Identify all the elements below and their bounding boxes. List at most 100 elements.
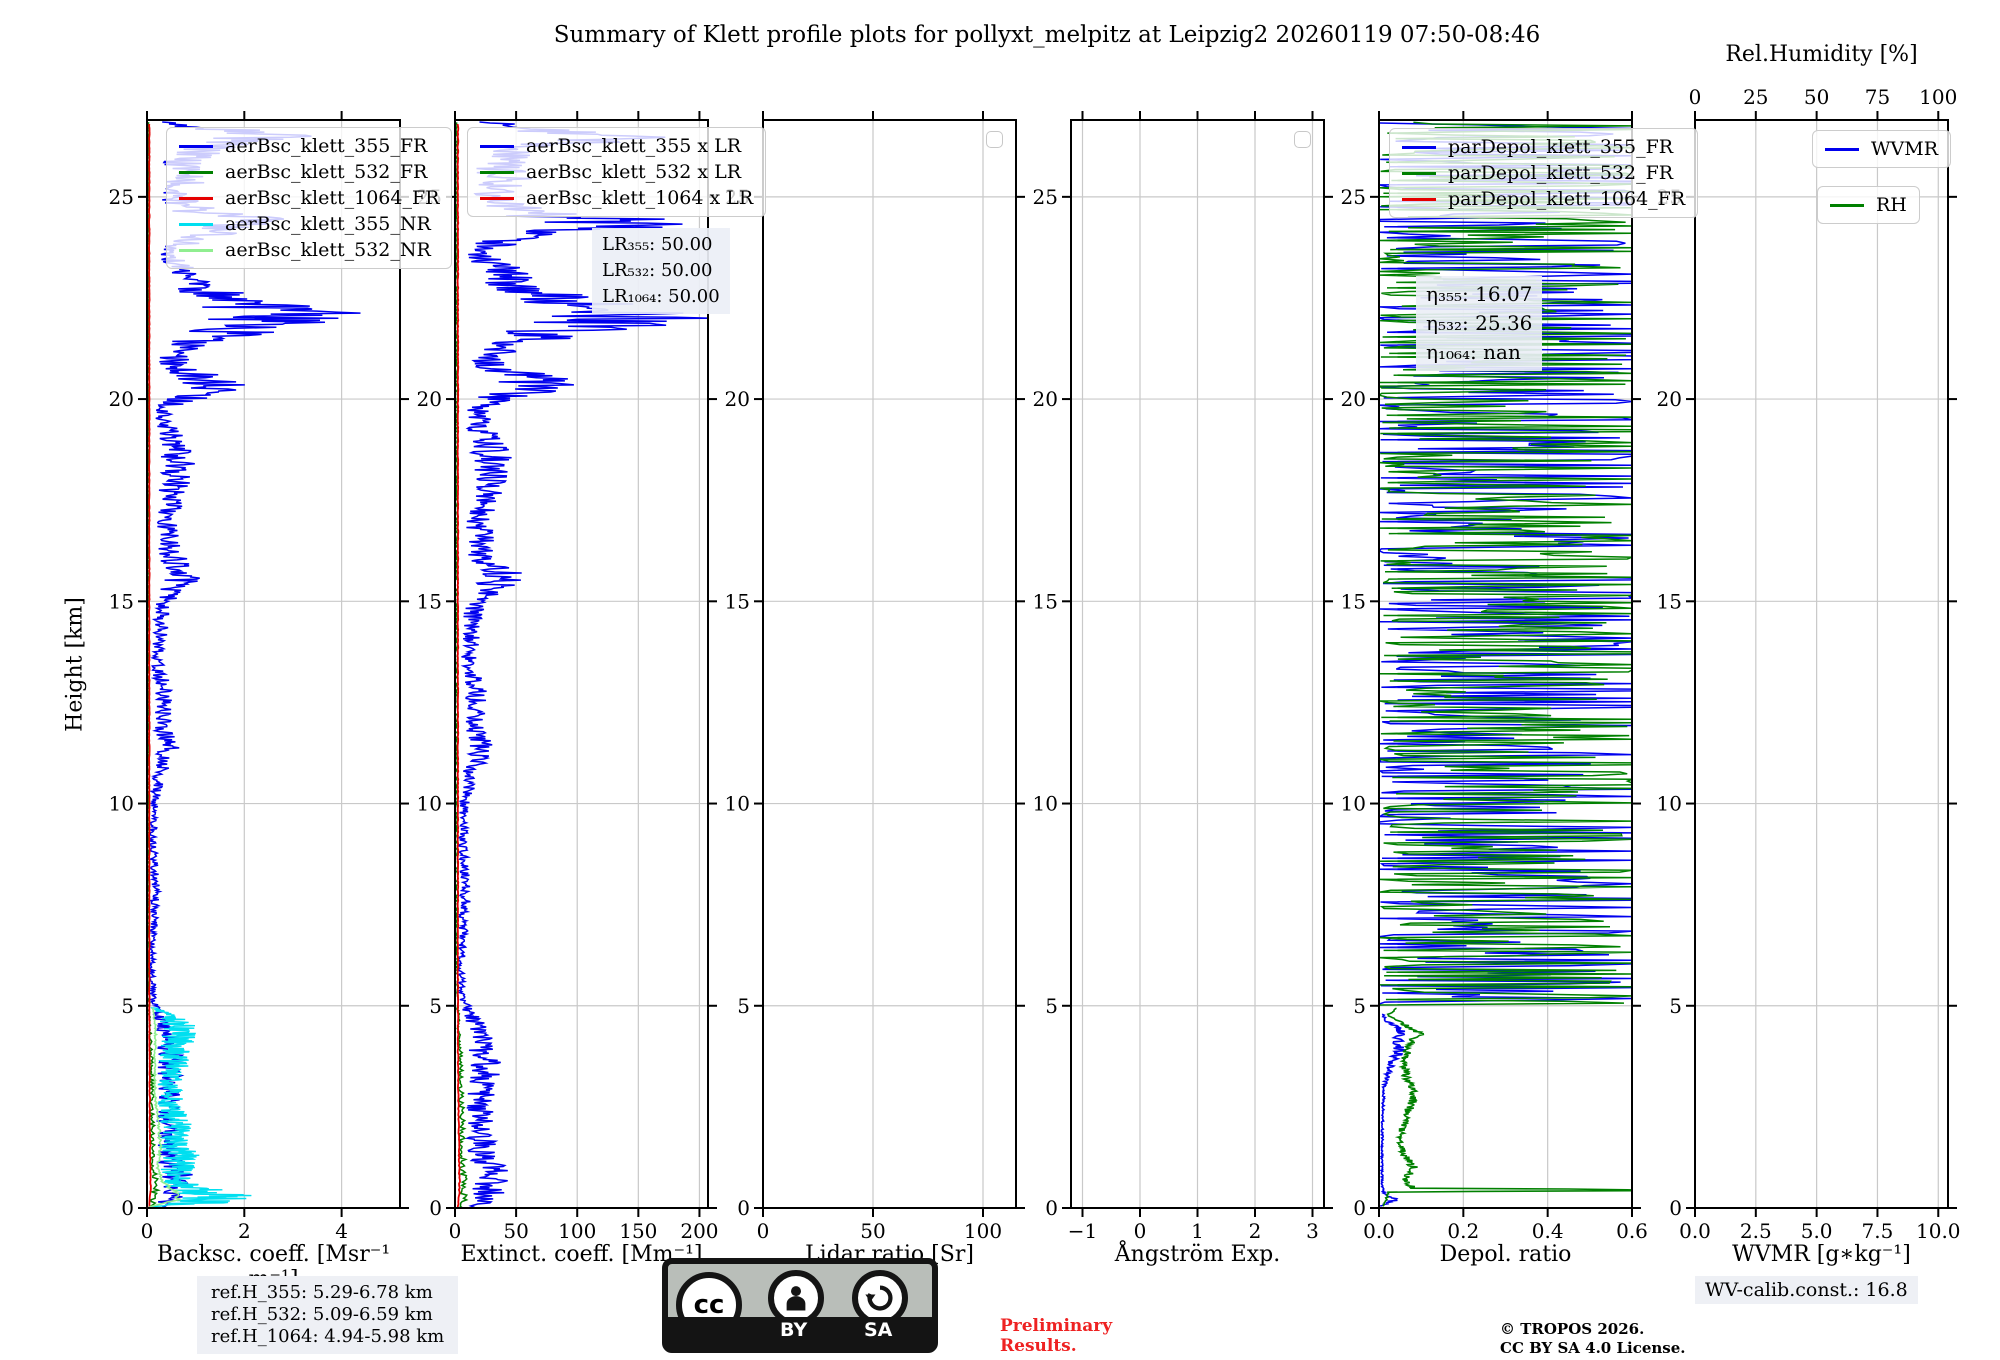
sa-text: SA (864, 1319, 893, 1341)
copyright-note: © TROPOS 2026. CC BY SA 4.0 License. (1500, 1320, 1686, 1358)
legend-label: parDepol_klett_532_FR (1448, 162, 1674, 184)
annotation-line: η₅₃₂: 25.36 (1426, 311, 1533, 335)
legend-line-swatch (179, 196, 213, 200)
svg-text:50: 50 (860, 1219, 885, 1243)
svg-text:2.5: 2.5 (1740, 1219, 1772, 1243)
svg-text:5: 5 (1353, 994, 1366, 1018)
svg-text:0: 0 (429, 1196, 442, 1220)
ref-height-line: ref.H_1064: 4.94-5.98 km (211, 1325, 445, 1347)
legend-entry: aerBsc_klett_355_NR (179, 211, 439, 237)
ref-height-line: ref.H_532: 5.09-6.59 km (211, 1303, 433, 1325)
legend-label: WVMR (1871, 138, 1939, 160)
svg-text:0: 0 (757, 1219, 770, 1243)
svg-text:2: 2 (1249, 1219, 1262, 1243)
svg-text:25: 25 (1341, 185, 1366, 209)
svg-text:15: 15 (725, 589, 750, 613)
legend-label: aerBsc_klett_1064 x LR (526, 187, 754, 209)
legend-label: aerBsc_klett_355_NR (225, 213, 431, 235)
legend-label: aerBsc_klett_532_FR (225, 161, 428, 183)
cc-by-sa-badge: cc BY SA (662, 1258, 938, 1353)
legend-entry: parDepol_klett_532_FR (1402, 160, 1685, 186)
svg-text:5: 5 (429, 994, 442, 1018)
svg-text:5: 5 (1669, 994, 1682, 1018)
xlabel-angstroem: Ångström Exp. (1114, 1242, 1281, 1267)
svg-text:15: 15 (1033, 589, 1058, 613)
page-title: Summary of Klett profile plots for polly… (553, 22, 1541, 48)
legend-label: aerBsc_klett_532 x LR (526, 161, 742, 183)
svg-text:20: 20 (1341, 387, 1366, 411)
legend-entry: aerBsc_klett_1064_FR (179, 185, 439, 211)
legend-rh: RH (1817, 186, 1920, 224)
svg-text:5: 5 (1045, 994, 1058, 1018)
preliminary-results-note: Preliminary Results. (1000, 1316, 1113, 1356)
legend-entry: parDepol_klett_1064_FR (1402, 186, 1685, 212)
svg-text:20: 20 (1657, 387, 1682, 411)
svg-text:0: 0 (1045, 1196, 1058, 1220)
legend-backscatter: aerBsc_klett_355_FR aerBsc_klett_532_FR … (166, 127, 453, 269)
svg-text:25: 25 (109, 185, 134, 209)
top-axis-label-rel-humidity: Rel.Humidity [%] (1725, 42, 1918, 67)
svg-text:15: 15 (417, 589, 442, 613)
svg-text:0.6: 0.6 (1616, 1219, 1648, 1243)
legend-line-swatch (480, 196, 514, 200)
annotation-line: LR₁₀₆₄: 50.00 (602, 286, 720, 308)
svg-text:150: 150 (619, 1219, 657, 1243)
legend-label: aerBsc_klett_355_FR (225, 135, 428, 157)
legend-wvmr: WVMR (1812, 130, 1952, 168)
svg-text:0: 0 (1689, 85, 1702, 109)
legend-depol: parDepol_klett_355_FR parDepol_klett_532… (1389, 128, 1699, 218)
legend-line-swatch (480, 144, 514, 148)
legend-line-swatch (179, 248, 213, 252)
svg-text:10: 10 (417, 792, 442, 816)
svg-text:10: 10 (1341, 792, 1366, 816)
legend-line-swatch (179, 222, 213, 226)
legend-line-swatch (1402, 197, 1436, 201)
legend-line-swatch (480, 170, 514, 174)
legend-label: parDepol_klett_355_FR (1448, 136, 1674, 158)
by-text: BY (780, 1319, 808, 1341)
svg-text:0: 0 (121, 1196, 134, 1220)
legend-extinction: aerBsc_klett_355 x LR aerBsc_klett_532 x… (467, 127, 767, 217)
svg-text:20: 20 (1033, 387, 1058, 411)
svg-text:15: 15 (1341, 589, 1366, 613)
ref-height-line: ref.H_355: 5.29-6.78 km (211, 1282, 433, 1303)
svg-text:3: 3 (1306, 1219, 1319, 1243)
annotation-line: η₃₅₅: 16.07 (1426, 282, 1533, 306)
svg-text:5: 5 (121, 994, 134, 1018)
svg-text:10: 10 (1657, 792, 1682, 816)
svg-text:0: 0 (141, 1219, 154, 1243)
legend-entry: aerBsc_klett_532_FR (179, 159, 439, 185)
copyright-line: CC BY SA 4.0 License. (1500, 1338, 1686, 1357)
legend-entry: WVMR (1825, 136, 1938, 162)
legend-line-swatch (179, 144, 213, 148)
legend-line-swatch (1825, 147, 1859, 151)
legend-line-swatch (179, 170, 213, 174)
svg-text:15: 15 (109, 589, 134, 613)
svg-text:25: 25 (1033, 185, 1058, 209)
legend-lidar-ratio-empty (986, 131, 1003, 148)
preliminary-line: Preliminary (1000, 1316, 1113, 1336)
xlabel-wvmr: WVMR [g∗kg⁻¹] (1732, 1242, 1911, 1267)
xlabel-depol-ratio: Depol. ratio (1439, 1242, 1572, 1267)
svg-text:0: 0 (737, 1196, 750, 1220)
legend-entry: aerBsc_klett_532 x LR (480, 159, 753, 185)
legend-line-swatch (1402, 171, 1436, 175)
svg-text:2: 2 (238, 1219, 251, 1243)
legend-entry: aerBsc_klett_355 x LR (480, 133, 753, 159)
legend-entry: RH (1830, 192, 1907, 218)
svg-text:10: 10 (725, 792, 750, 816)
legend-label: aerBsc_klett_532_NR (225, 239, 431, 261)
svg-text:10: 10 (109, 792, 134, 816)
legend-entry: parDepol_klett_355_FR (1402, 134, 1685, 160)
svg-text:0.0: 0.0 (1679, 1219, 1711, 1243)
cc-text: cc (693, 1290, 725, 1320)
svg-text:100: 100 (558, 1219, 596, 1243)
legend-line-swatch (1402, 145, 1436, 149)
svg-text:0: 0 (1353, 1196, 1366, 1220)
annotation-line: η₁₀₆₄: nan (1426, 340, 1521, 364)
svg-text:10.0: 10.0 (1916, 1219, 1961, 1243)
annotation-line: LR₅₃₂: 50.00 (602, 260, 713, 282)
badge-bottom-bar: BY SA (668, 1317, 932, 1347)
legend-label: aerBsc_klett_1064_FR (225, 187, 440, 209)
svg-text:20: 20 (417, 387, 442, 411)
